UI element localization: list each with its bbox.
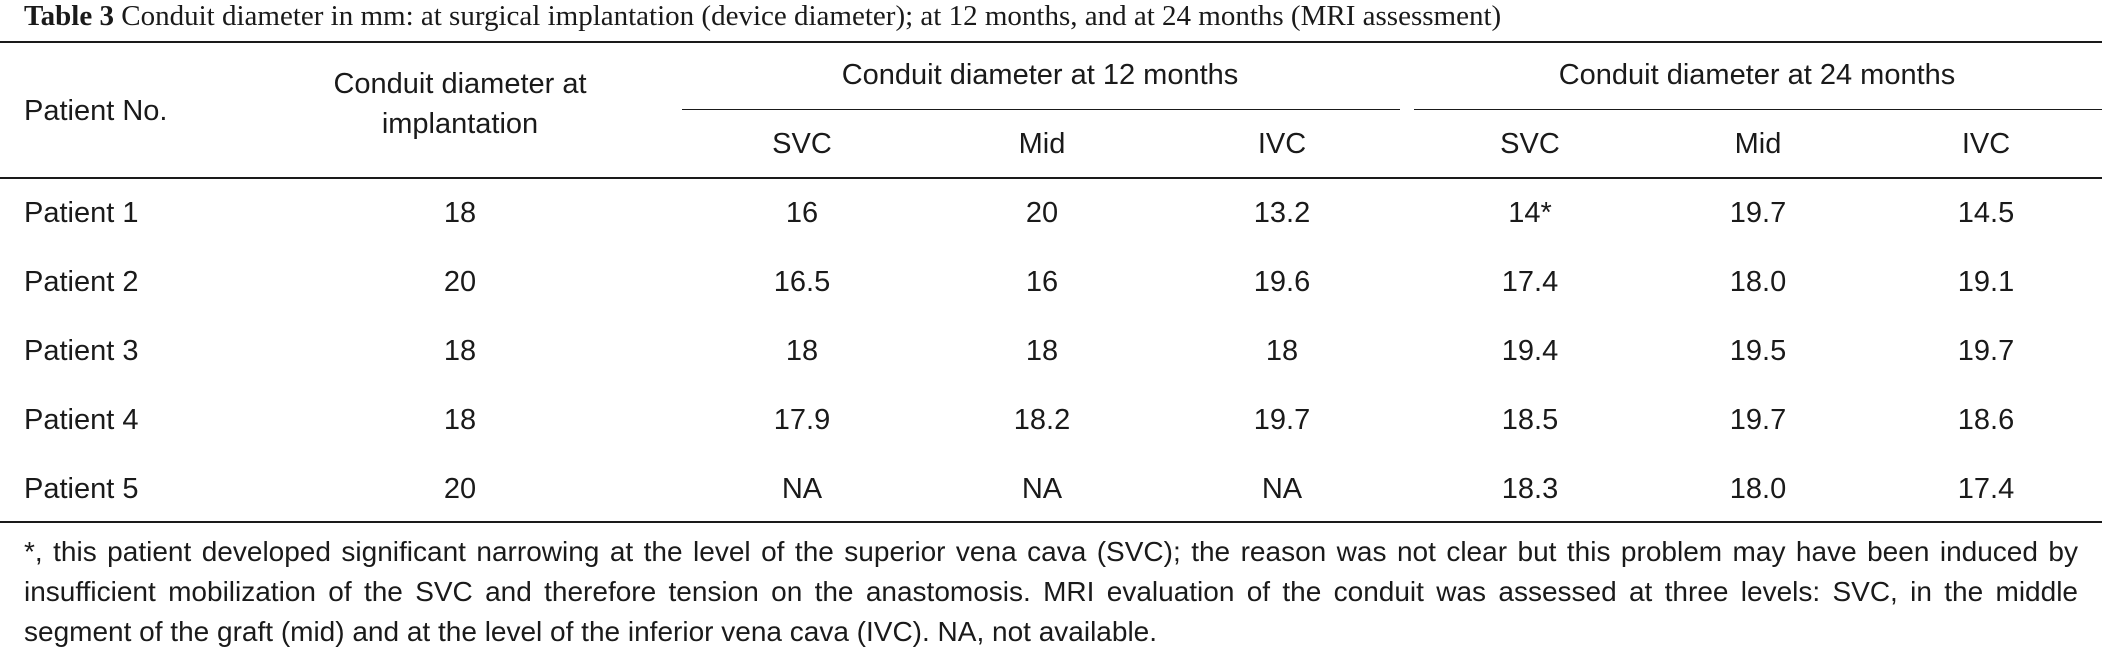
table-label: Table 3 — [24, 0, 114, 32]
table-cell-12-mid: 16 — [1025, 266, 1059, 298]
table-cell-24-mid: 19.7 — [1729, 404, 1787, 436]
header-12-months: Conduit diameter at 12 months — [841, 59, 1239, 91]
table-cell-24-ivc: 19.1 — [1957, 266, 2015, 298]
table-cell-12-mid: NA — [1021, 473, 1063, 505]
table-cell-24-svc: 18.5 — [1501, 404, 1559, 436]
table-row-patient: Patient 3 — [24, 335, 139, 367]
table-row-patient: Patient 1 — [24, 197, 139, 229]
header-24-mid: Mid — [1734, 128, 1782, 160]
table-cell-implant: 18 — [443, 197, 477, 229]
table-cell-implant: 20 — [443, 266, 477, 298]
table-cell-24-ivc: 19.7 — [1957, 335, 2015, 367]
table-cell-24-ivc: 17.4 — [1957, 473, 2015, 505]
table-cell-24-svc: 18.3 — [1501, 473, 1559, 505]
table-cell-12-svc: 16.5 — [773, 266, 831, 298]
table-cell-12-mid: 18 — [1025, 335, 1059, 367]
table-cell-24-ivc: 14.5 — [1957, 197, 2015, 229]
caption-text: Conduit diameter in mm: at surgical impl… — [114, 0, 1502, 32]
header-12-ivc: IVC — [1257, 128, 1307, 160]
table-cell-implant: 18 — [443, 335, 477, 367]
table-cell-12-svc: NA — [781, 473, 823, 505]
table-cell-12-svc: 17.9 — [773, 404, 831, 436]
table-cell-24-mid: 18.0 — [1729, 266, 1787, 298]
header-24-ivc: IVC — [1961, 128, 2011, 160]
table-cell-24-svc: 17.4 — [1501, 266, 1559, 298]
table-cell-implant: 20 — [443, 473, 477, 505]
header-conduit-at-implantation: Conduit diameter at implantation — [333, 68, 587, 140]
table-cell-12-ivc: 19.6 — [1253, 266, 1311, 298]
table-cell-24-svc: 19.4 — [1501, 335, 1559, 367]
table-cell-12-ivc: 13.2 — [1253, 197, 1311, 229]
table-footnote: *, this patient developed significant na… — [24, 536, 2078, 647]
table-cell-12-mid: 18.2 — [1013, 404, 1071, 436]
table-row-patient: Patient 5 — [24, 473, 139, 505]
table-cell-12-ivc: NA — [1261, 473, 1303, 505]
table-cell-12-ivc: 18 — [1265, 335, 1299, 367]
table-cell-24-mid: 19.5 — [1729, 335, 1787, 367]
table-cell-12-svc: 16 — [785, 197, 819, 229]
header-24-months: Conduit diameter at 24 months — [1558, 59, 1956, 91]
top-rule — [0, 41, 2102, 43]
table-cell-24-ivc: 18.6 — [1957, 404, 2015, 436]
group-12-underline — [682, 109, 1400, 110]
header-12-svc: SVC — [772, 128, 832, 160]
table-row-patient: Patient 2 — [24, 266, 139, 298]
table-cell-implant: 18 — [443, 404, 477, 436]
header-patient-no: Patient No. — [24, 95, 168, 127]
group-24-underline — [1414, 109, 2102, 110]
table-cell-24-svc: 14* — [1508, 197, 1552, 229]
bottom-rule — [0, 521, 2102, 523]
table-cell-24-mid: 19.7 — [1729, 197, 1787, 229]
table-caption: Table 3 Conduit diameter in mm: at surgi… — [0, 0, 2102, 40]
table-cell-12-svc: 18 — [785, 335, 819, 367]
table-cell-24-mid: 18.0 — [1729, 473, 1787, 505]
header-rule — [0, 177, 2102, 179]
table-cell-12-ivc: 19.7 — [1253, 404, 1311, 436]
table-row-patient: Patient 4 — [24, 404, 139, 436]
header-24-svc: SVC — [1500, 128, 1560, 160]
header-12-mid: Mid — [1018, 128, 1066, 160]
table-cell-12-mid: 20 — [1025, 197, 1059, 229]
